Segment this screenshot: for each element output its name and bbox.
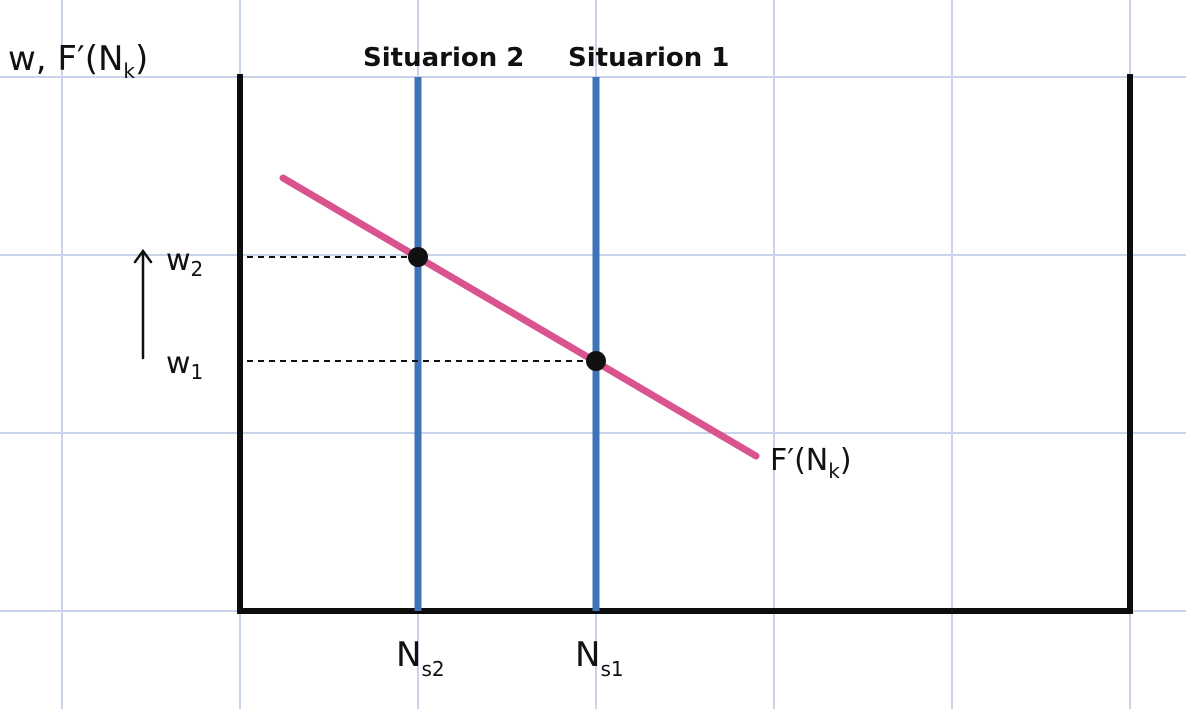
demand-curve-label: F′(Nk) bbox=[770, 443, 852, 483]
supply-lines bbox=[414, 77, 600, 611]
demand-curve bbox=[279, 174, 760, 460]
w2-label: w2 bbox=[166, 243, 203, 281]
axes bbox=[237, 74, 1133, 614]
up-arrow-icon bbox=[133, 248, 153, 360]
y-axis-title: w, F′(Nk) bbox=[8, 39, 148, 83]
dashed-guides bbox=[247, 256, 596, 362]
equilibrium-point-1 bbox=[586, 351, 606, 371]
equilibrium-point-2 bbox=[408, 247, 428, 267]
situation-1-label: Situarion 1 bbox=[568, 43, 729, 73]
situation-2-label: Situarion 2 bbox=[363, 43, 524, 73]
ns1-label: Ns1 bbox=[575, 635, 624, 681]
ns2-label: Ns2 bbox=[396, 635, 445, 681]
w1-label: w1 bbox=[166, 346, 203, 384]
